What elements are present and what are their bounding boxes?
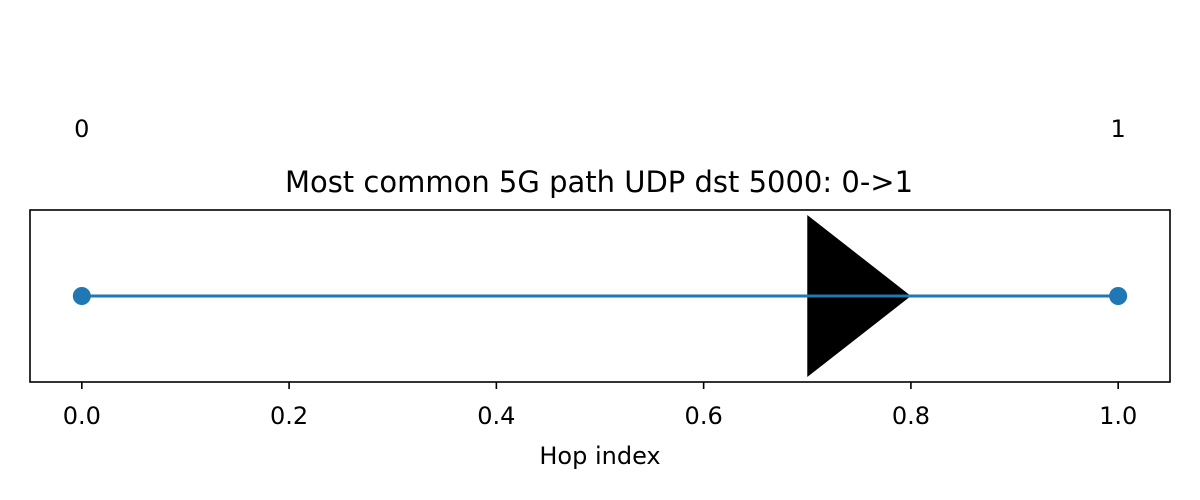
- data-layer: [72, 215, 1128, 377]
- x-tick-label: 0.2: [270, 402, 308, 430]
- node-label: 0: [74, 115, 89, 143]
- x-axis-ticks: 0.0 0.2 0.4 0.6 0.8 1.0: [63, 382, 1137, 430]
- data-point: [72, 287, 91, 305]
- x-tick-label: 0.6: [685, 402, 723, 430]
- x-axis-label: Hop index: [539, 442, 660, 470]
- x-tick-label: 0.0: [63, 402, 101, 430]
- x-tick-label: 0.8: [892, 402, 930, 430]
- x-tick-label: 1.0: [1099, 402, 1137, 430]
- chart-title: Most common 5G path UDP dst 5000: 0->1: [285, 165, 913, 199]
- x-tick-label: 0.4: [477, 402, 515, 430]
- data-point: [1109, 287, 1128, 305]
- node-label: 1: [1111, 115, 1126, 143]
